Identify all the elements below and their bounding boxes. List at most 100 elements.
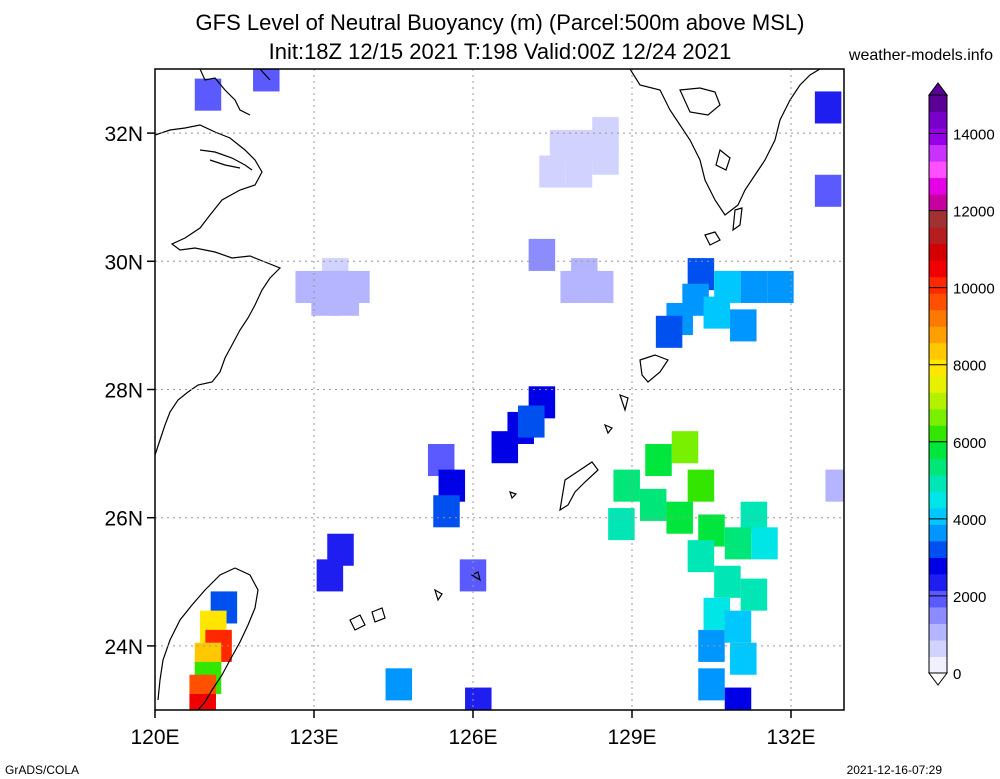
- data-cell: [433, 495, 460, 528]
- data-cells: [189, 69, 844, 710]
- x-axis-ticks: 120E 123E 126E 129E 132E: [130, 710, 816, 749]
- colorbar-segment: [929, 524, 947, 542]
- colorbar-segment: [929, 177, 947, 195]
- data-cell: [586, 270, 614, 303]
- data-cell: [639, 488, 667, 521]
- colorbar-segment: [929, 474, 947, 492]
- data-cell: [814, 174, 842, 207]
- colorbar-bottom-arrow: [928, 672, 948, 686]
- x-tick-label: 129E: [607, 726, 656, 749]
- colorbar-segment: [929, 425, 947, 443]
- colorbar-segment: [929, 507, 947, 525]
- colorbar-tick-label: 2000: [953, 589, 986, 606]
- colorbar-segment: [929, 359, 947, 377]
- data-cell: [528, 238, 556, 271]
- data-cell: [194, 78, 222, 111]
- colorbar-segment: [929, 491, 947, 509]
- colorbar-segment: [929, 243, 947, 261]
- colorbar-segment: [929, 293, 947, 311]
- data-cell: [814, 91, 842, 124]
- data-cell: [491, 431, 519, 464]
- x-tick-label: 126E: [448, 726, 497, 749]
- data-cell: [465, 687, 492, 710]
- y-tick-label: 26N: [104, 508, 143, 531]
- colorbar-segment: [929, 326, 947, 344]
- data-cell: [751, 527, 778, 560]
- data-cell: [730, 309, 757, 342]
- data-cell: [687, 540, 715, 573]
- colorbar-segment: [929, 623, 947, 641]
- colorbar-segment: [929, 309, 947, 327]
- data-cell: [825, 469, 844, 502]
- colorbar-tick-label: 14000: [953, 127, 995, 144]
- data-cell: [698, 668, 725, 701]
- data-cell: [332, 283, 360, 316]
- data-cell: [560, 270, 587, 303]
- data-cell: [613, 469, 640, 502]
- colorbar-segment: [929, 408, 947, 426]
- data-cell: [724, 687, 752, 710]
- x-tick-label: 132E: [766, 726, 815, 749]
- footer-credit: GrADS/COLA: [5, 763, 79, 777]
- colorbar-top-arrow: [928, 82, 948, 96]
- colorbar-tick-label: 8000: [953, 358, 986, 375]
- colorbar-segment: [929, 227, 947, 245]
- data-cell: [645, 443, 672, 477]
- coastline: [155, 69, 821, 710]
- data-cell: [724, 527, 752, 560]
- data-cell: [565, 155, 593, 188]
- colorbar-segment: [929, 375, 947, 393]
- x-tick-label: 120E: [130, 726, 179, 749]
- colorbar-tick-label: 4000: [953, 512, 986, 529]
- data-cell: [253, 69, 280, 92]
- data-cell: [671, 431, 699, 464]
- x-tick-label: 123E: [289, 726, 338, 749]
- site-label: weather-models.info: [848, 47, 993, 64]
- colorbar-segment: [929, 128, 947, 146]
- y-tick-label: 24N: [104, 636, 143, 659]
- colorbar-segment: [929, 276, 947, 294]
- data-cell: [655, 315, 683, 348]
- colorbar-segment: [929, 540, 947, 558]
- data-cell: [740, 578, 768, 611]
- footer-timestamp: 2021-12-16-07:29: [847, 763, 943, 777]
- colorbar-segment: [929, 458, 947, 476]
- colorbar-segment: [929, 95, 947, 113]
- data-cell: [608, 508, 635, 541]
- data-cell: [518, 405, 545, 438]
- data-cell: [767, 270, 794, 303]
- y-tick-label: 32N: [104, 123, 143, 146]
- y-tick-label: 28N: [104, 380, 143, 403]
- data-cell: [666, 501, 693, 534]
- data-cell: [539, 155, 566, 188]
- colorbar-segment: [929, 656, 947, 674]
- colorbar-segment: [929, 573, 947, 591]
- y-tick-label: 30N: [104, 251, 143, 274]
- colorbar-tick-label: 0: [953, 666, 961, 683]
- data-cell: [189, 693, 216, 710]
- colorbar-segment: [929, 606, 947, 624]
- colorbar-tick-label: 12000: [953, 204, 995, 221]
- colorbar-segment: [929, 161, 947, 179]
- colorbar-segment: [929, 590, 947, 608]
- y-axis-ticks: 24N 26N 28N 30N 32N: [104, 123, 155, 659]
- colorbar-segment: [929, 639, 947, 657]
- chart-subtitle: Init:18Z 12/15 2021 T:198 Valid:00Z 12/2…: [269, 39, 732, 64]
- chart-title: GFS Level of Neutral Buoyancy (m) (Parce…: [196, 10, 805, 35]
- colorbar-segment: [929, 111, 947, 129]
- colorbar: 0 2000 4000 6000 8000 10000 12000 14000: [928, 82, 995, 686]
- colorbar-segment: [929, 392, 947, 410]
- data-cell: [730, 642, 757, 675]
- colorbar-tick-label: 10000: [953, 281, 995, 298]
- data-cell: [703, 296, 731, 329]
- colorbar-segment: [929, 194, 947, 212]
- data-cell: [740, 270, 768, 303]
- data-cell: [592, 142, 619, 175]
- colorbar-segment: [929, 342, 947, 360]
- data-cell: [316, 559, 344, 592]
- data-cell: [724, 610, 752, 643]
- data-cell: [687, 469, 715, 502]
- colorbar-segment: [929, 441, 947, 459]
- colorbar-segment: [929, 210, 947, 228]
